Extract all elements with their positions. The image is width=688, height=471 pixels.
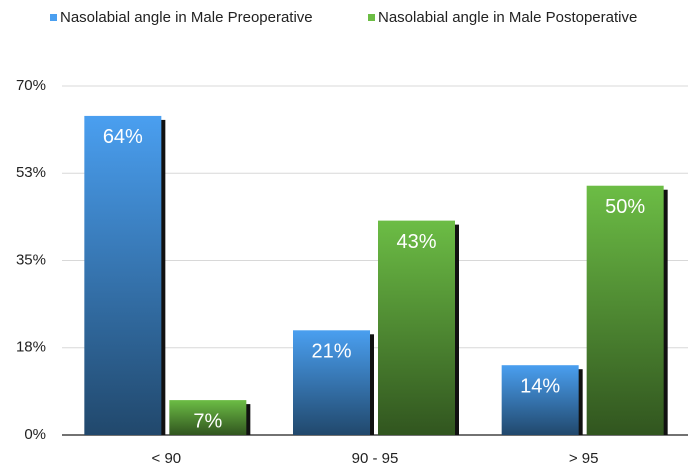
legend-swatch — [50, 14, 57, 21]
value-label: 21% — [311, 341, 351, 363]
y-tick-label: 0% — [24, 426, 46, 443]
bar — [501, 365, 579, 435]
bar — [586, 185, 664, 435]
x-tick-label: 90 - 95 — [352, 450, 399, 467]
value-label: 50% — [605, 196, 645, 218]
x-tick-label: < 90 — [152, 450, 182, 467]
legend-label: Nasolabial angle in Male Postoperative — [378, 9, 637, 26]
y-tick-label: 53% — [16, 164, 46, 181]
legend-swatch — [368, 14, 375, 21]
y-tick-label: 35% — [16, 251, 46, 268]
value-label: 64% — [103, 126, 143, 148]
value-label: 7% — [193, 410, 222, 432]
y-tick-label: 18% — [16, 339, 46, 356]
bar — [169, 400, 247, 435]
value-label: 14% — [520, 375, 560, 397]
bar — [84, 115, 162, 436]
legend-label: Nasolabial angle in Male Preoperative — [60, 9, 313, 26]
bar — [293, 330, 370, 435]
x-tick-label: > 95 — [569, 450, 599, 467]
value-label: 43% — [396, 231, 436, 253]
y-tick-label: 70% — [16, 77, 46, 94]
bar — [378, 220, 455, 435]
